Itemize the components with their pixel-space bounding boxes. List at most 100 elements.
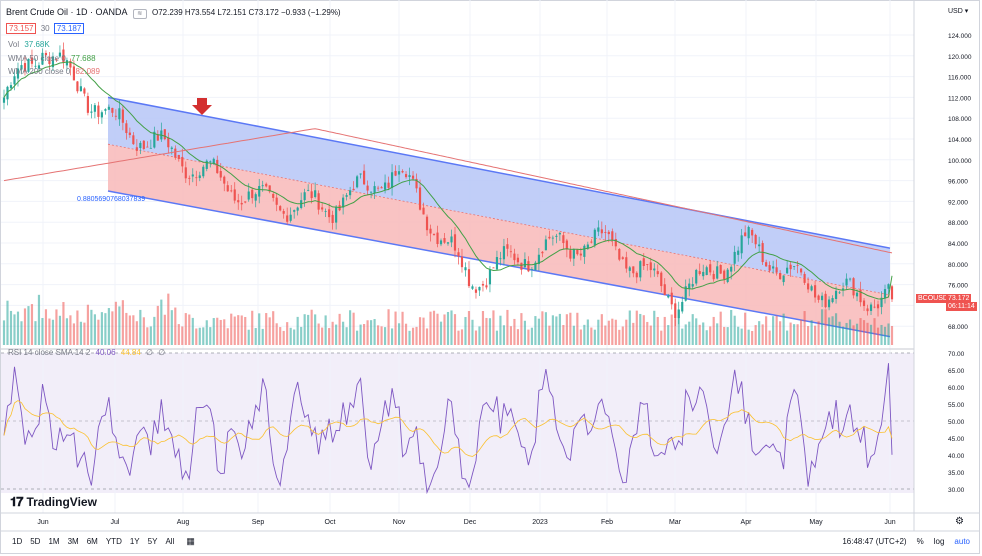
volume-bar — [139, 309, 142, 345]
volume-bar — [859, 318, 862, 345]
wma50-legend[interactable]: WMA 50 close 0 77.688 — [8, 54, 96, 64]
volume-bar — [709, 326, 712, 345]
tradingview-logo[interactable]: 𝟏𝟕 TradingView — [10, 494, 97, 510]
volume-bar — [429, 311, 432, 345]
volume-bar — [499, 315, 502, 345]
volume-bar — [244, 316, 247, 345]
time-tick-label: Jul — [111, 519, 120, 526]
range-button-all[interactable]: All — [165, 536, 175, 546]
candle-body — [268, 185, 271, 192]
vol-legend[interactable]: Vol 37.68K — [8, 40, 50, 50]
market-status-icon[interactable]: ≋ — [132, 9, 147, 19]
candle-body — [523, 259, 526, 268]
candle-body — [27, 58, 30, 72]
volume-bar — [394, 311, 397, 345]
candle-body — [880, 297, 883, 308]
candle-body — [782, 275, 785, 283]
volume-bar — [796, 324, 799, 345]
candle-body — [237, 200, 240, 203]
candle-body — [86, 96, 89, 113]
range-button-1y[interactable]: 1Y — [129, 536, 140, 546]
candle-body — [170, 147, 173, 149]
candle-body — [820, 295, 824, 301]
candle-body — [390, 172, 394, 188]
candle-body — [279, 206, 282, 211]
candle-body — [481, 283, 485, 286]
auto-toggle[interactable]: auto — [954, 536, 970, 546]
price-tick-label: 88.000 — [948, 220, 968, 227]
volume-bar — [93, 314, 96, 345]
candle-body — [58, 52, 62, 57]
volume-bar — [408, 330, 411, 345]
range-button-1m[interactable]: 1M — [48, 536, 60, 546]
volume-bar — [555, 316, 558, 345]
volume-bar — [436, 313, 439, 345]
volume-bar — [72, 323, 76, 345]
candle-body — [621, 257, 624, 259]
candle-body — [495, 257, 499, 270]
volume-bar — [474, 330, 478, 345]
symbol-price-tag: BCOUSD — [916, 294, 950, 303]
currency-button[interactable]: USD ▾ — [948, 7, 968, 17]
range-button-ytd[interactable]: YTD — [105, 536, 122, 546]
candle-body — [772, 266, 775, 269]
candle-body — [862, 300, 866, 307]
candle-body — [149, 147, 152, 149]
volume-bar — [446, 311, 450, 345]
volume-bar — [51, 319, 55, 345]
calendar-icon[interactable]: ▦ — [186, 535, 195, 546]
time-tick-label: Apr — [741, 519, 753, 526]
volume-bar — [142, 317, 145, 345]
down-arrow-icon — [192, 98, 212, 115]
rsi-band — [1, 353, 914, 493]
candle-body — [163, 129, 166, 140]
range-button-5d[interactable]: 5D — [30, 536, 41, 546]
candle-body — [834, 290, 838, 299]
candle-body — [544, 239, 547, 251]
range-button-1d[interactable]: 1D — [12, 536, 23, 546]
log-toggle[interactable]: log — [933, 536, 945, 546]
bid-button[interactable]: 73.157 — [6, 23, 37, 34]
gear-icon[interactable]: ⚙ — [955, 516, 964, 527]
volume-bar — [712, 316, 715, 345]
volume-bar — [128, 315, 131, 345]
wma50-value: 77.688 — [71, 54, 96, 63]
volume-bar — [317, 323, 320, 345]
tv-logo-icon: 𝟏𝟕 — [10, 494, 24, 509]
volume-bar — [670, 314, 673, 345]
rsi-legend[interactable]: RSI 14 close SMA 14 2 40.06 44.84 ∅ ∅ — [8, 348, 165, 358]
volume-bar — [261, 328, 264, 345]
volume-bar — [698, 324, 701, 345]
clock-readout[interactable]: 16:48:47 (UTC+2) — [842, 536, 907, 546]
range-button-3m[interactable]: 3M — [67, 536, 79, 546]
rsi-value: 40.06 — [95, 348, 116, 357]
wma200-legend[interactable]: WMA 200 close 0 82.089 — [8, 67, 100, 77]
volume-bar — [453, 314, 457, 345]
volume-bar — [590, 327, 593, 345]
volume-bar — [625, 319, 628, 345]
candle-body — [730, 266, 733, 272]
candle-body — [866, 308, 869, 312]
volume-bar — [628, 310, 631, 345]
price-tick-label: 80.000 — [948, 262, 968, 269]
volume-bar — [478, 326, 481, 345]
volume-bar — [254, 328, 257, 345]
candle-body — [471, 286, 474, 289]
volume-bar — [230, 313, 233, 345]
volume-bar — [373, 319, 376, 345]
volume-bar — [293, 329, 296, 345]
volume-bar — [300, 326, 303, 345]
volume-bar — [272, 311, 275, 345]
percent-toggle[interactable]: % — [916, 536, 924, 546]
candle-body — [79, 86, 82, 92]
candle-body — [492, 267, 495, 269]
channel-level-label: 0.8805690768037839 — [77, 196, 146, 203]
ask-button[interactable]: 73.187 — [53, 23, 85, 34]
range-button-6m[interactable]: 6M — [86, 536, 98, 546]
candle-body — [205, 160, 208, 169]
candle-body — [460, 256, 464, 268]
range-button-5y[interactable]: 5Y — [147, 536, 158, 546]
volume-bar — [492, 310, 495, 345]
volume-bar — [887, 323, 890, 345]
